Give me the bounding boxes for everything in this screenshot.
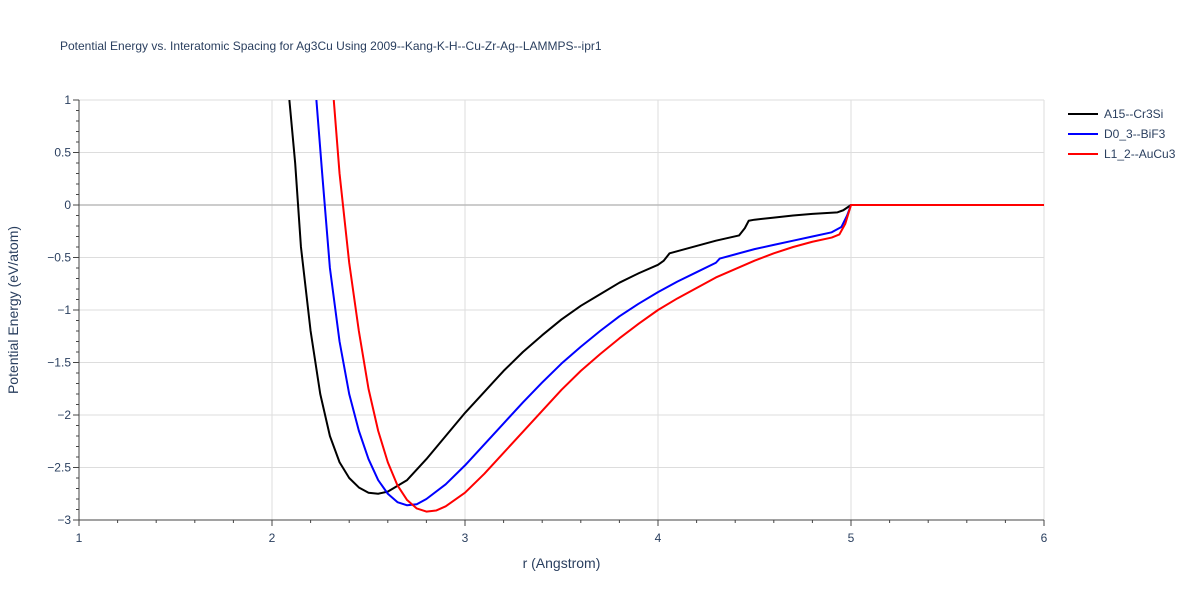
y-axis-title: Potential Energy (eV/atom): [5, 226, 21, 394]
y-tick-label: −0.5: [47, 251, 71, 265]
series-line-2[interactable]: [315, 100, 1044, 507]
y-tick-label: −3: [57, 513, 71, 527]
x-tick-label: 3: [462, 531, 469, 545]
chart-title: Potential Energy vs. Interatomic Spacing…: [60, 39, 602, 53]
axes: 1 2 3 4 5 6 1 0.5 0 −0.5 −1 −1.5 −2 −2.5 −3: [47, 93, 1047, 545]
x-tick-label: 1: [76, 531, 83, 545]
legend-item[interactable]: D0_3--BiF3: [1068, 127, 1166, 141]
legend-label: A15--Cr3Si: [1104, 107, 1163, 121]
y-tick-label: −2.5: [47, 461, 71, 475]
x-tick-label: 6: [1041, 531, 1048, 545]
legend-label: D0_3--BiF3: [1104, 127, 1166, 141]
y-tick-label: −1: [57, 303, 71, 317]
x-tick-label: 4: [655, 531, 662, 545]
x-axis-title: r (Angstrom): [523, 555, 601, 571]
legend-label: L1_2--AuCu3: [1104, 147, 1176, 161]
series-lines: [288, 100, 1044, 513]
y-tick-label: 0.5: [54, 146, 71, 160]
y-tick-label: 0: [64, 198, 71, 212]
series-line-1[interactable]: [288, 100, 1044, 495]
legend[interactable]: A15--Cr3Si D0_3--BiF3 L1_2--AuCu3: [1068, 107, 1176, 161]
y-tick-label: −1.5: [47, 356, 71, 370]
grid: [79, 99, 1045, 521]
legend-item[interactable]: L1_2--AuCu3: [1068, 147, 1176, 161]
legend-item[interactable]: A15--Cr3Si: [1068, 107, 1163, 121]
series-line-3[interactable]: [332, 100, 1044, 513]
x-tick-label: 2: [269, 531, 276, 545]
x-tick-label: 5: [848, 531, 855, 545]
y-tick-label: −2: [57, 408, 71, 422]
y-tick-label: 1: [64, 93, 71, 107]
